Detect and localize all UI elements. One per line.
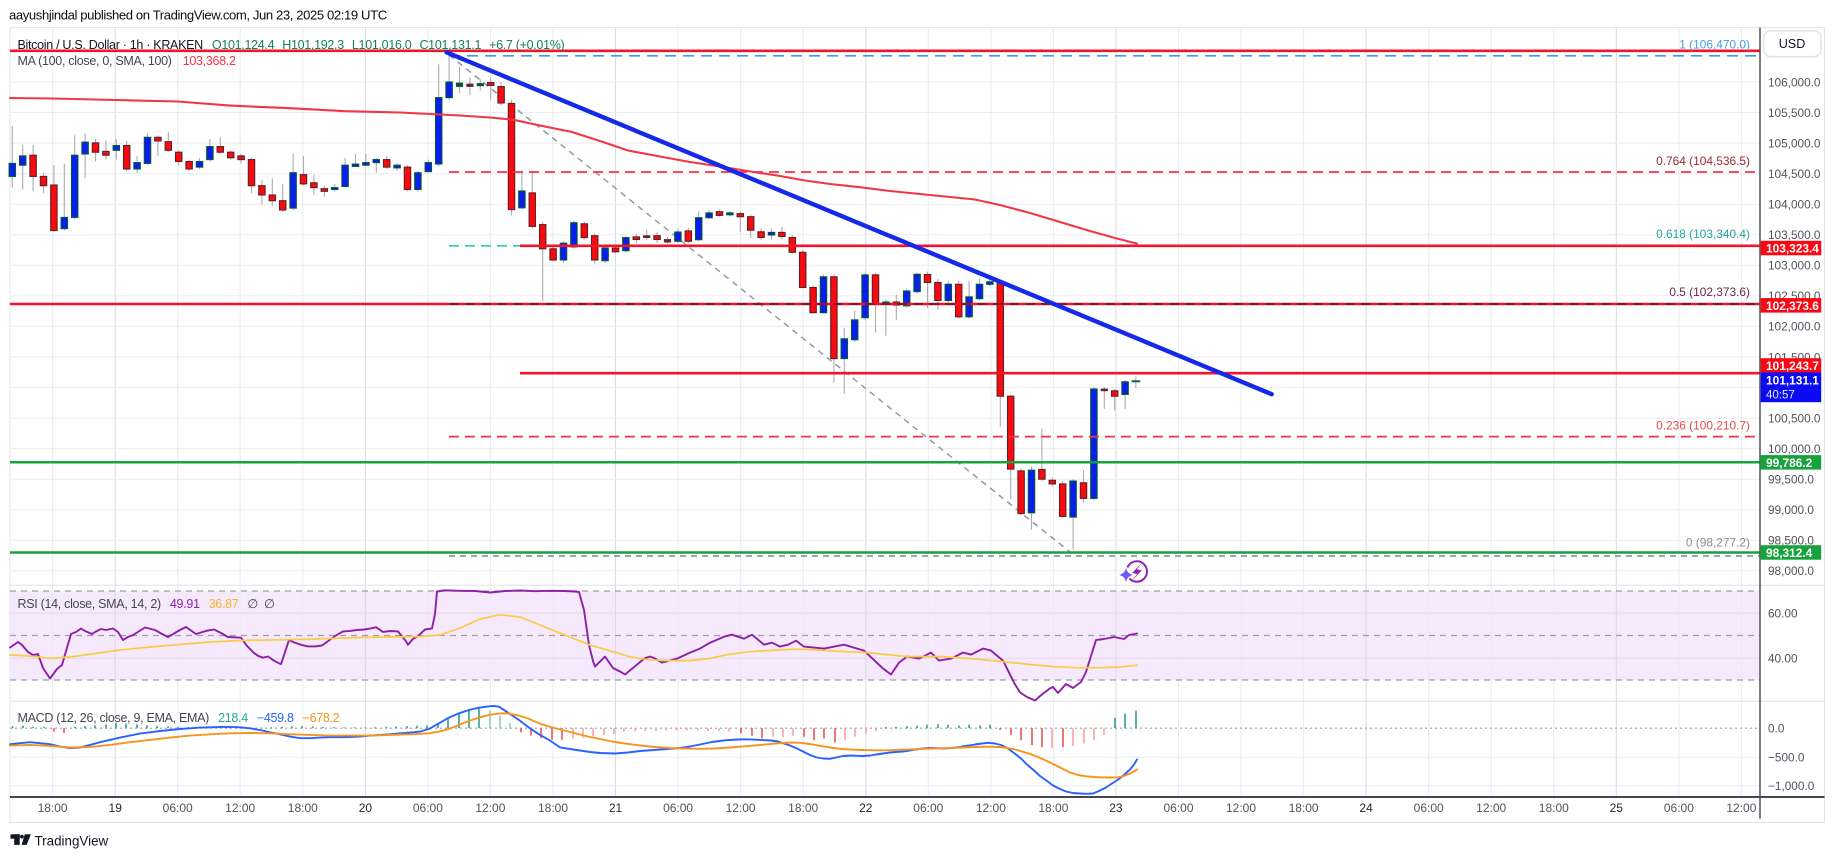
svg-text:104,500.0: 104,500.0 (1768, 167, 1821, 181)
svg-text:24: 24 (1359, 801, 1373, 815)
svg-text:103,500.0: 103,500.0 (1768, 228, 1821, 242)
svg-text:18:00: 18:00 (1539, 801, 1569, 815)
svg-text:22: 22 (859, 801, 873, 815)
svg-text:06:00: 06:00 (163, 801, 193, 815)
svg-text:1 (106,470.0): 1 (106,470.0) (1679, 38, 1750, 52)
svg-text:99,500.0: 99,500.0 (1768, 473, 1814, 487)
svg-text:MA (100, close, 0, SMA, 100)10: MA (100, close, 0, SMA, 100) 103,368.2 (18, 54, 236, 68)
svg-text:−500.0: −500.0 (1768, 751, 1805, 765)
svg-text:18:00: 18:00 (1289, 801, 1319, 815)
svg-text:40:57: 40:57 (1766, 389, 1795, 401)
svg-text:06:00: 06:00 (913, 801, 943, 815)
svg-text:102,373.6: 102,373.6 (1766, 299, 1819, 313)
svg-text:12:00: 12:00 (976, 801, 1006, 815)
svg-text:98,500.0: 98,500.0 (1768, 534, 1814, 548)
svg-text:99,000.0: 99,000.0 (1768, 503, 1814, 517)
svg-text:101,243.7: 101,243.7 (1766, 359, 1819, 373)
svg-text:103,000.0: 103,000.0 (1768, 259, 1821, 273)
svg-text:12:00: 12:00 (475, 801, 505, 815)
svg-text:18:00: 18:00 (1038, 801, 1068, 815)
svg-text:06:00: 06:00 (1664, 801, 1694, 815)
svg-text:18:00: 18:00 (288, 801, 318, 815)
svg-text:0.0: 0.0 (1768, 722, 1785, 736)
svg-text:06:00: 06:00 (1414, 801, 1444, 815)
svg-text:RSI (14, close, SMA, 14, 2)49.: RSI (14, close, SMA, 14, 2) 49.91 36.87 ∅ ∅ (18, 597, 276, 611)
svg-text:12:00: 12:00 (726, 801, 756, 815)
svg-text:18:00: 18:00 (538, 801, 568, 815)
svg-text:102,000.0: 102,000.0 (1768, 320, 1821, 334)
svg-text:23: 23 (1109, 801, 1123, 815)
svg-text:12:00: 12:00 (1226, 801, 1256, 815)
svg-text:105,500.0: 105,500.0 (1768, 106, 1821, 120)
svg-text:aayushjindal published on Trad: aayushjindal published on TradingView.co… (9, 8, 387, 23)
svg-text:TradingView: TradingView (35, 834, 109, 849)
svg-text:99,786.2: 99,786.2 (1766, 456, 1813, 470)
svg-text:98,312.4: 98,312.4 (1766, 546, 1813, 560)
svg-text:60.00: 60.00 (1768, 606, 1798, 620)
svg-text:101,131.1: 101,131.1 (1766, 373, 1819, 387)
svg-text:0.618 (103,340.4): 0.618 (103,340.4) (1656, 227, 1750, 241)
svg-text:−1,000.0: −1,000.0 (1768, 779, 1815, 793)
svg-text:100,000.0: 100,000.0 (1768, 442, 1821, 456)
svg-text:06:00: 06:00 (663, 801, 693, 815)
svg-text:MACD (12, 26, close, 9, EMA, E: MACD (12, 26, close, 9, EMA, EMA) 218.4 −4… (18, 711, 340, 725)
svg-text:06:00: 06:00 (413, 801, 443, 815)
svg-text:25: 25 (1610, 801, 1624, 815)
svg-text:18:00: 18:00 (38, 801, 68, 815)
svg-text:106,000.0: 106,000.0 (1768, 75, 1821, 89)
svg-text:06:00: 06:00 (1163, 801, 1193, 815)
svg-text:100,500.0: 100,500.0 (1768, 411, 1821, 425)
svg-text:0.236 (100,210.7): 0.236 (100,210.7) (1656, 419, 1750, 433)
svg-text:Bitcoin / U.S. Dollar · 1h · K: Bitcoin / U.S. Dollar · 1h · KRAKEN O101,… (18, 38, 565, 52)
svg-text:18:00: 18:00 (788, 801, 818, 815)
svg-text:USD: USD (1779, 37, 1806, 51)
svg-text:0 (98,277.2): 0 (98,277.2) (1686, 536, 1750, 550)
svg-text:40.00: 40.00 (1768, 652, 1798, 666)
svg-text:105,000.0: 105,000.0 (1768, 136, 1821, 150)
svg-text:19: 19 (109, 801, 123, 815)
svg-text:12:00: 12:00 (1476, 801, 1506, 815)
svg-text:98,000.0: 98,000.0 (1768, 564, 1814, 578)
svg-text:20: 20 (359, 801, 373, 815)
svg-text:12:00: 12:00 (225, 801, 255, 815)
svg-text:0.5 (102,373.6): 0.5 (102,373.6) (1669, 285, 1750, 299)
svg-text:21: 21 (609, 801, 623, 815)
svg-text:103,323.4: 103,323.4 (1766, 242, 1819, 256)
svg-text:0.764 (104,536.5): 0.764 (104,536.5) (1656, 154, 1750, 168)
svg-text:12:00: 12:00 (1726, 801, 1756, 815)
svg-text:104,000.0: 104,000.0 (1768, 198, 1821, 212)
